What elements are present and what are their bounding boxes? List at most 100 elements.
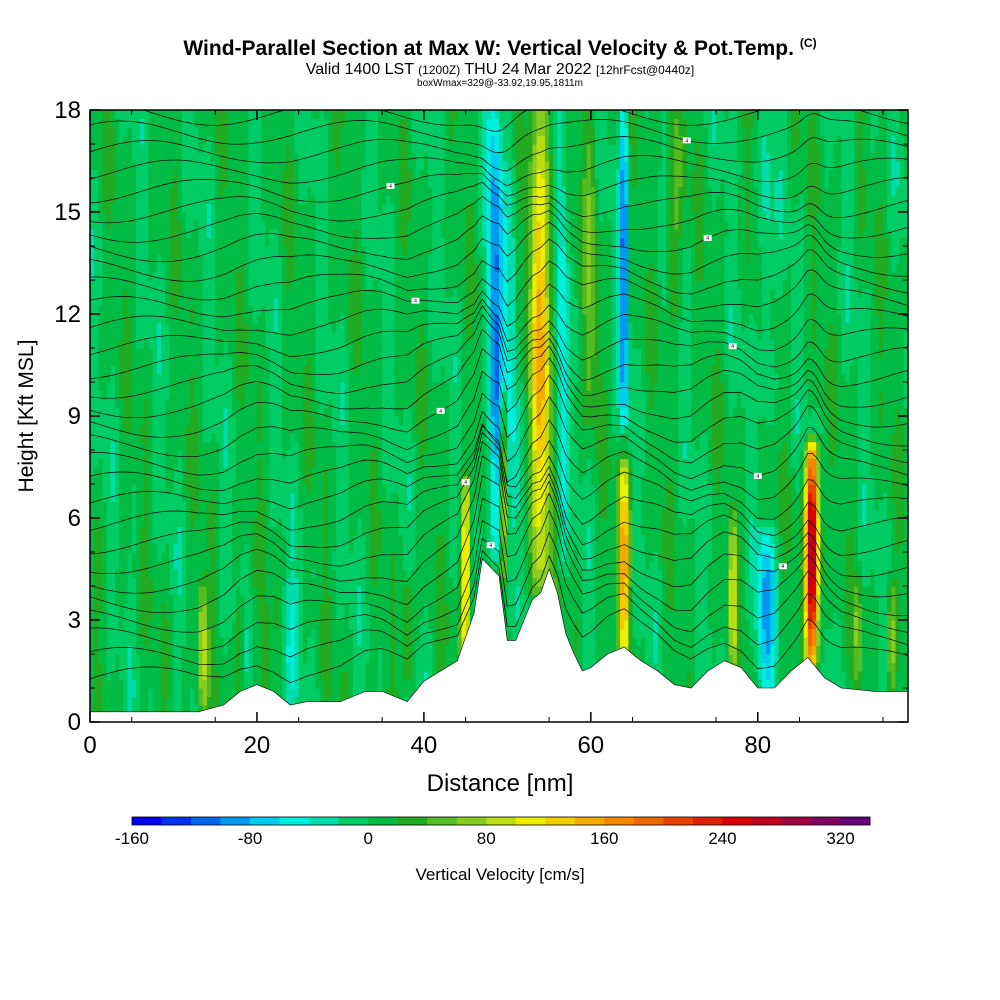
velocity-cell xyxy=(106,696,112,706)
velocity-cell xyxy=(323,390,329,400)
velocity-cell xyxy=(231,577,237,587)
velocity-cell xyxy=(336,671,341,681)
velocity-cell xyxy=(344,594,350,604)
velocity-cell xyxy=(231,611,237,621)
velocity-cell xyxy=(94,339,99,349)
velocity-cell xyxy=(231,314,237,324)
velocity-cell xyxy=(98,450,104,460)
velocity-cell xyxy=(344,688,350,698)
velocity-cell xyxy=(265,433,271,443)
velocity-cell xyxy=(211,484,216,494)
velocity-cell xyxy=(119,195,124,205)
velocity-cell xyxy=(190,603,195,613)
velocity-cell xyxy=(236,135,241,145)
velocity-cell xyxy=(227,416,233,426)
velocity-cell xyxy=(102,586,108,596)
velocity-cell xyxy=(181,237,187,247)
velocity-cell xyxy=(369,271,375,281)
velocity-cell xyxy=(106,492,112,502)
velocity-cell xyxy=(110,594,116,604)
velocity-cell xyxy=(365,543,371,553)
velocity-cell xyxy=(173,637,179,647)
velocity-cell xyxy=(144,348,150,358)
velocity-cell xyxy=(348,237,354,247)
velocity-cell xyxy=(131,288,137,298)
velocity-cell xyxy=(169,679,175,689)
velocity-cell xyxy=(236,322,241,332)
velocity-cell xyxy=(131,484,137,494)
velocity-cell xyxy=(173,110,179,120)
velocity-cell xyxy=(307,458,312,468)
velocity-cell xyxy=(219,696,225,706)
velocity-cell xyxy=(357,441,362,451)
velocity-cell xyxy=(94,118,99,128)
velocity-cell xyxy=(277,433,283,443)
velocity-cell xyxy=(223,212,229,222)
velocity-cell xyxy=(223,492,229,502)
velocity-cell xyxy=(302,152,308,162)
velocity-cell xyxy=(273,118,279,128)
velocity-cell xyxy=(336,297,341,307)
velocity-cell xyxy=(169,161,175,171)
velocity-cell xyxy=(332,577,337,587)
velocity-cell xyxy=(369,662,375,672)
velocity-cell xyxy=(319,186,325,196)
velocity-cell xyxy=(177,144,183,154)
velocity-cell xyxy=(181,594,187,604)
velocity-cell xyxy=(315,543,321,553)
velocity-cell xyxy=(352,450,358,460)
velocity-cell xyxy=(361,450,367,460)
velocity-cell xyxy=(302,484,308,494)
velocity-cell xyxy=(240,654,246,664)
velocity-cell xyxy=(160,705,166,715)
velocity-cell xyxy=(110,441,116,451)
velocity-cell xyxy=(98,110,104,120)
velocity-cell xyxy=(340,212,346,222)
velocity-cell xyxy=(181,424,187,434)
velocity-cell xyxy=(160,696,166,706)
velocity-cell xyxy=(273,603,279,613)
velocity-cell xyxy=(227,407,233,417)
velocity-cell xyxy=(127,161,133,171)
velocity-cell xyxy=(256,348,262,358)
velocity-cell xyxy=(265,671,271,681)
velocity-cell xyxy=(206,501,212,511)
velocity-cell xyxy=(286,118,291,128)
velocity-cell xyxy=(90,365,95,375)
velocity-cell xyxy=(106,467,112,477)
velocity-cell xyxy=(211,628,216,638)
velocity-cell xyxy=(261,314,266,324)
velocity-cell xyxy=(281,552,287,562)
velocity-cell xyxy=(344,348,350,358)
velocity-cell xyxy=(131,399,137,409)
velocity-cell xyxy=(123,331,129,341)
velocity-cell xyxy=(90,671,95,681)
velocity-cell xyxy=(206,433,212,443)
velocity-cell xyxy=(123,501,129,511)
velocity-cell xyxy=(135,705,141,715)
velocity-cell xyxy=(252,637,258,647)
velocity-cell xyxy=(344,552,350,562)
velocity-cell xyxy=(110,458,116,468)
velocity-cell xyxy=(244,297,250,307)
velocity-cell xyxy=(219,246,225,256)
velocity-cell xyxy=(160,152,166,162)
velocity-cell xyxy=(361,628,367,638)
velocity-cell xyxy=(169,662,175,672)
velocity-cell xyxy=(140,552,145,562)
velocity-cell xyxy=(248,509,254,519)
velocity-cell xyxy=(181,433,187,443)
velocity-cell xyxy=(223,679,229,689)
velocity-cell xyxy=(261,382,266,392)
velocity-cell xyxy=(294,458,300,468)
velocity-cell xyxy=(131,390,137,400)
velocity-cell xyxy=(198,620,204,630)
velocity-cell xyxy=(219,484,225,494)
velocity-cell xyxy=(261,331,266,341)
velocity-cell xyxy=(344,127,350,137)
velocity-cell xyxy=(90,552,95,562)
velocity-cell xyxy=(90,662,95,672)
velocity-cell xyxy=(277,254,283,264)
velocity-cell xyxy=(156,696,162,706)
velocity-cell xyxy=(273,679,279,689)
